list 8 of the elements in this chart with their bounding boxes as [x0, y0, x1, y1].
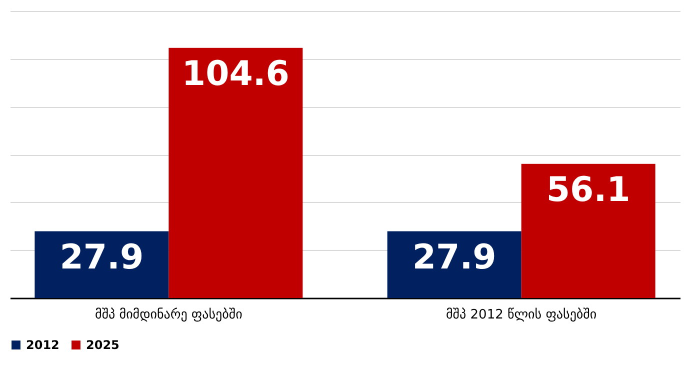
x-tick-label: მშპ მიმდინარე ფასებში	[95, 308, 243, 322]
x-tick-label: მშპ 2012 წლის ფასებში	[446, 308, 597, 322]
data-label: 27.9	[60, 237, 144, 278]
data-label: 104.6	[182, 54, 290, 94]
data-label: 27.9	[412, 237, 496, 278]
legend-label: 2025	[86, 338, 120, 352]
legend-label: 2012	[26, 338, 60, 352]
data-label: 56.1	[546, 170, 630, 210]
